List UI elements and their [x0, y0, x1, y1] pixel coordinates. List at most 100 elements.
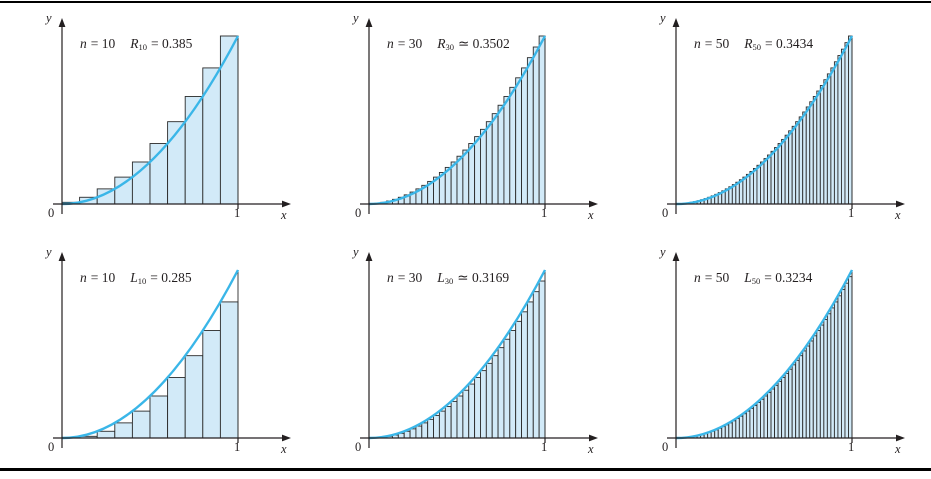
riemann-bar: [767, 154, 772, 205]
riemann-bar: [409, 428, 417, 439]
riemann-panel-r10: y 0 1 x n = 10 R10 = 0.385: [22, 12, 294, 232]
riemann-bar: [114, 422, 133, 439]
riemann-bar: [742, 176, 747, 205]
n-variable: n: [80, 270, 87, 285]
riemann-bar: [830, 307, 835, 439]
riemann-bar: [433, 414, 440, 439]
sum-value: ≃ 0.3502: [458, 36, 510, 51]
riemann-bar: [742, 413, 747, 439]
riemann-bar: [503, 96, 511, 205]
riemann-bar: [752, 167, 758, 205]
riemann-bar: [749, 171, 754, 205]
origin-label: 0: [48, 440, 55, 454]
riemann-bar: [509, 330, 517, 439]
riemann-bar: [823, 319, 828, 439]
riemann-bar: [491, 355, 499, 439]
x-tick-label: 1: [541, 440, 548, 454]
y-axis-label: y: [46, 11, 52, 25]
riemann-bar: [462, 149, 470, 205]
n-variable: n: [80, 36, 87, 51]
x-axis-arrow: [282, 200, 291, 208]
riemann-bar: [795, 359, 800, 439]
bars-group: [675, 35, 853, 205]
riemann-bar: [763, 395, 768, 439]
riemann-bar: [450, 400, 458, 439]
y-axis-arrow: [672, 252, 680, 261]
curve-y-equals-x-squared: [61, 269, 240, 440]
y-axis-arrow: [58, 252, 66, 261]
y-axis-arrow: [58, 18, 66, 27]
sum-subscript: 50: [752, 42, 762, 52]
n-value: = 30: [397, 36, 423, 51]
riemann-bar: [840, 48, 846, 205]
riemann-bar: [503, 338, 511, 439]
riemann-bar: [848, 35, 853, 205]
riemann-bar: [844, 282, 849, 439]
curve-y-equals-x-squared: [61, 35, 240, 206]
sum-value: = 0.285: [150, 270, 192, 285]
sum-value: = 0.3434: [765, 36, 814, 51]
x-axis-arrow: [282, 434, 291, 442]
riemann-bar: [788, 368, 793, 439]
riemann-bar: [844, 42, 849, 205]
riemann-bar: [745, 173, 751, 205]
riemann-bar: [823, 79, 828, 205]
riemann-panel-l10: y 0 1 x n = 10 L10 = 0.285: [22, 246, 294, 466]
riemann-bar: [840, 289, 846, 439]
riemann-chart-r30: [360, 18, 598, 214]
riemann-bar: [830, 67, 835, 205]
sum-subscript: 10: [138, 42, 148, 52]
riemann-bar: [752, 405, 758, 439]
bars-group: [368, 35, 546, 205]
curve-y-equals-x-squared: [675, 35, 854, 206]
riemann-bar: [763, 158, 768, 205]
riemann-bar: [202, 330, 221, 439]
bars-group: [61, 35, 239, 205]
riemann-bar: [538, 280, 546, 439]
x-tick-label: 1: [848, 440, 855, 454]
riemann-bar: [721, 426, 726, 439]
riemann-bar: [728, 422, 733, 439]
riemann-bar: [805, 106, 811, 205]
riemann-bar: [774, 384, 779, 439]
riemann-bar: [131, 410, 151, 439]
riemann-bar: [784, 372, 790, 439]
riemann-bar: [774, 147, 779, 205]
riemann-bar: [526, 301, 534, 439]
riemann-bar: [756, 401, 761, 439]
riemann-bar: [802, 350, 807, 439]
sum-value: ≃ 0.3169: [457, 270, 510, 285]
riemann-bar: [509, 86, 517, 205]
riemann-bar: [749, 407, 754, 439]
riemann-bar: [427, 418, 434, 439]
y-axis-arrow: [672, 18, 680, 27]
x-axis-label: x: [588, 208, 594, 222]
riemann-bar: [777, 381, 783, 439]
sum-subscript: 50: [751, 276, 761, 286]
chart-caption: n = 30 R30 ≃ 0.3502: [387, 36, 510, 52]
n-variable: n: [387, 36, 394, 51]
riemann-chart-r50: [667, 18, 905, 214]
riemann-bar: [450, 161, 458, 205]
sum-letter: L: [130, 270, 138, 285]
riemann-bar: [809, 101, 814, 205]
riemann-bar: [438, 410, 446, 439]
riemann-bar: [767, 392, 772, 439]
sum-letter: L: [437, 270, 445, 285]
riemann-bar: [816, 90, 821, 205]
sum-subscript: 30: [445, 42, 455, 52]
n-value: = 10: [90, 36, 116, 51]
riemann-bar: [167, 377, 186, 439]
riemann-bar: [812, 335, 818, 439]
riemann-chart-l50: [667, 252, 905, 448]
riemann-bar: [724, 424, 730, 439]
origin-label: 0: [662, 440, 669, 454]
riemann-bar: [521, 67, 528, 205]
riemann-bar: [802, 111, 807, 205]
riemann-bar: [538, 35, 546, 205]
riemann-bar: [515, 320, 522, 439]
riemann-bar: [770, 150, 776, 205]
riemann-bar: [777, 143, 783, 205]
riemann-bar: [480, 370, 487, 439]
